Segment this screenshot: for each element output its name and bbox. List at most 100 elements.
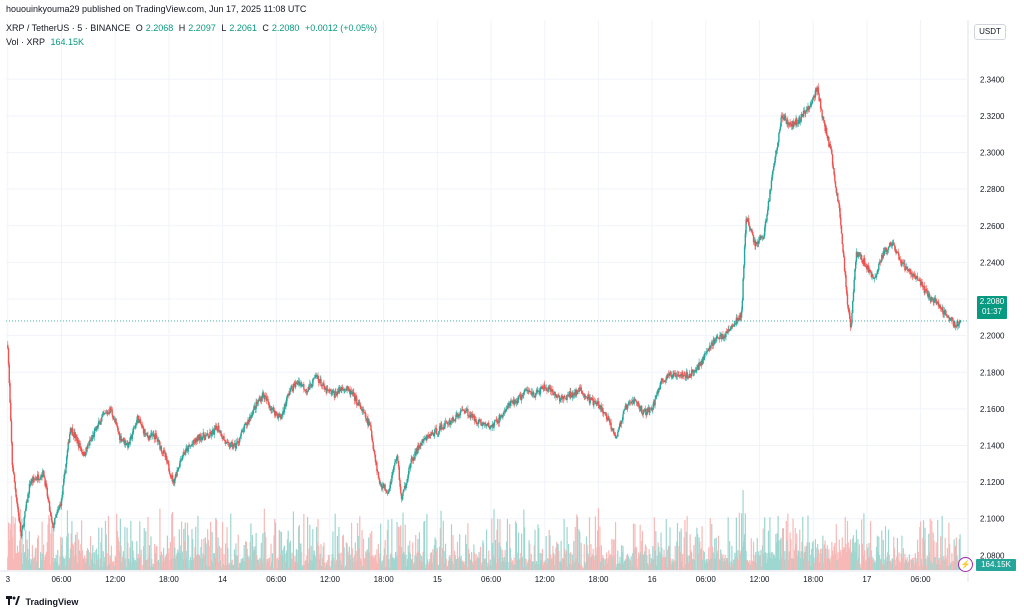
- candle-body: [956, 321, 958, 327]
- volume-bar: [896, 538, 899, 570]
- candle-body: [857, 252, 860, 255]
- volume-bar: [892, 559, 894, 570]
- candle-body: [599, 408, 601, 410]
- volume-bar: [266, 559, 268, 570]
- volume-bar: [403, 551, 405, 570]
- candle-body: [479, 421, 482, 423]
- volume-bar: [924, 527, 926, 570]
- volume-bar: [594, 516, 597, 570]
- volume-bar: [760, 549, 762, 570]
- volume-bar: [450, 558, 452, 570]
- volume-bar: [483, 558, 485, 570]
- candle-body: [834, 174, 836, 182]
- volume-bar: [51, 557, 54, 570]
- volume-bar: [913, 557, 915, 570]
- candle-body: [178, 466, 181, 468]
- volume-bar: [501, 549, 503, 570]
- volume-bar: [37, 538, 39, 570]
- volume-bar: [207, 540, 209, 570]
- candle-body: [577, 390, 579, 392]
- candle-body: [379, 484, 382, 485]
- candle-body: [739, 312, 741, 321]
- candle-body: [849, 318, 852, 328]
- symbol-label[interactable]: XRP / TetherUS · 5 · BINANCE: [6, 23, 131, 33]
- volume-bar: [398, 545, 400, 570]
- volume-bar: [325, 562, 327, 570]
- volume-bar: [180, 521, 183, 570]
- volume-bar: [801, 541, 803, 570]
- candle-body: [393, 465, 395, 470]
- volume-bar: [452, 535, 454, 570]
- volume-bar: [134, 559, 136, 570]
- candle-body: [173, 479, 175, 484]
- volume-bar: [86, 548, 89, 570]
- candle-body: [134, 424, 137, 429]
- volume-label[interactable]: Vol · XRP: [6, 37, 46, 47]
- volume-bar: [641, 540, 643, 570]
- volume-bar: [406, 566, 408, 570]
- candle-body: [327, 389, 330, 391]
- candle-body: [233, 443, 236, 444]
- volume-bar: [739, 553, 741, 570]
- candle-body: [687, 376, 689, 378]
- volume-bar: [191, 529, 193, 570]
- candle-body: [307, 386, 310, 392]
- volume-bar: [352, 557, 354, 570]
- volume-bar: [90, 559, 92, 570]
- candle-body: [631, 401, 633, 403]
- candle-body: [708, 346, 711, 351]
- volume-bar: [705, 559, 708, 570]
- volume-bar: [364, 558, 366, 570]
- candle-body: [477, 420, 480, 425]
- volume-bar: [147, 517, 149, 570]
- flash-icon[interactable]: ⚡: [958, 557, 973, 572]
- candle-body: [558, 395, 560, 397]
- candle-body: [913, 274, 916, 278]
- volume-bar: [508, 562, 510, 570]
- candle-body: [550, 389, 553, 392]
- volume-bar: [804, 546, 806, 570]
- candle-body: [725, 331, 727, 338]
- candle-body: [939, 305, 941, 308]
- volume-bar: [230, 562, 233, 570]
- last-price-value: 2.2080: [979, 297, 1005, 306]
- candle-body: [395, 459, 398, 461]
- candle-body: [44, 477, 46, 486]
- volume-bar: [673, 560, 676, 570]
- volume-bar: [231, 559, 233, 570]
- candle-body: [374, 454, 377, 462]
- volume-bar: [9, 523, 11, 570]
- currency-unit-button[interactable]: USDT: [974, 24, 1006, 40]
- candle-body: [904, 263, 906, 271]
- volume-bar: [743, 534, 746, 570]
- volume-bar: [618, 562, 620, 570]
- candle-body: [796, 123, 799, 125]
- volume-bar: [926, 555, 928, 570]
- volume-bar: [579, 564, 582, 570]
- volume-bar: [647, 565, 649, 570]
- volume-bar: [391, 557, 394, 570]
- candle-body: [690, 369, 693, 377]
- volume-bar: [207, 529, 209, 570]
- volume-bar: [467, 523, 469, 570]
- volume-bar: [232, 564, 234, 570]
- candle-body: [817, 87, 820, 94]
- candle-body: [275, 411, 277, 414]
- candle-body: [825, 127, 828, 136]
- candle-body: [282, 410, 284, 414]
- candle-body: [41, 475, 43, 478]
- candle-body: [60, 498, 63, 506]
- volume-bar: [914, 564, 916, 570]
- candle-body: [421, 439, 424, 443]
- candle-body: [148, 435, 151, 440]
- candle-body: [579, 387, 582, 388]
- candle-body: [497, 421, 499, 423]
- candle-body: [945, 310, 947, 316]
- candle-body: [594, 401, 597, 404]
- volume-bar: [803, 552, 805, 570]
- volume-bar: [770, 552, 773, 570]
- volume-bar: [510, 557, 512, 570]
- candle-body: [155, 433, 157, 437]
- candle-body: [197, 435, 199, 439]
